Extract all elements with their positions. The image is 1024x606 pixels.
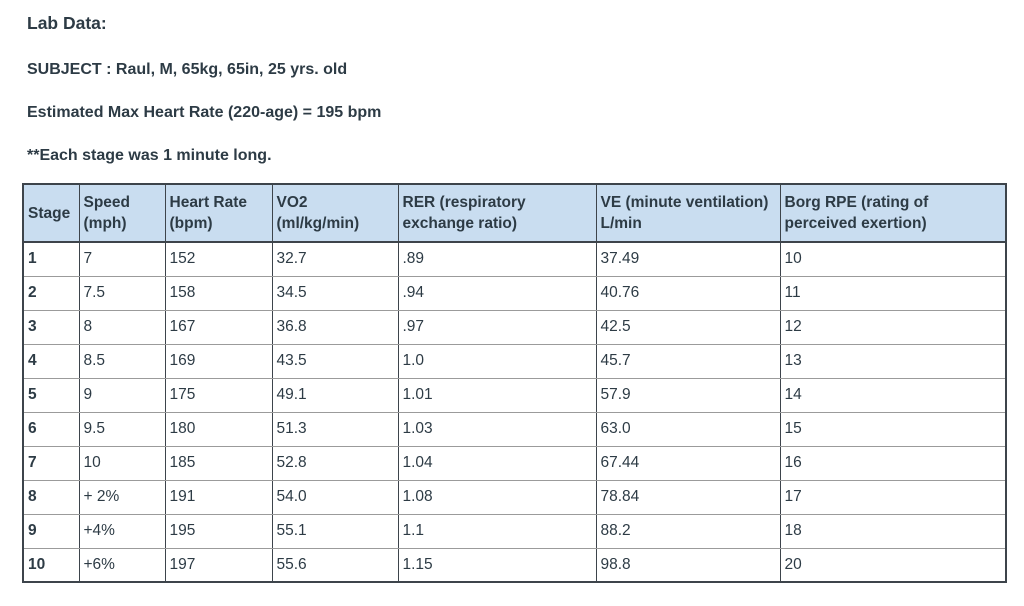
- table-row: 1 7 152 32.7 .89 37.49 10: [23, 242, 1006, 277]
- stage-cell: 4: [23, 344, 80, 379]
- ve-cell: 78.84: [596, 480, 781, 515]
- vo2-cell: 36.8: [272, 310, 399, 345]
- heart-rate-cell: 195: [165, 514, 273, 549]
- table-row: 5 9 175 49.1 1.01 57.9 14: [23, 378, 1006, 413]
- vo2-cell: 55.6: [272, 548, 399, 582]
- stage-cell: 7: [23, 446, 80, 481]
- table-row: 4 8.5 169 43.5 1.0 45.7 13: [23, 344, 1006, 379]
- ve-cell: 45.7: [596, 344, 781, 379]
- heart-rate-cell: 197: [165, 548, 273, 582]
- ve-cell: 67.44: [596, 446, 781, 481]
- rpe-cell: 20: [784, 555, 802, 573]
- heart-rate-cell: 175: [165, 378, 273, 413]
- speed-cell: +6%: [79, 548, 166, 582]
- column-header-rer: RER (respiratory exchange ratio): [398, 184, 597, 243]
- heart-rate-cell: 185: [165, 446, 273, 481]
- rpe-cell: 18: [780, 514, 1006, 549]
- rpe-cell: 15: [780, 412, 1006, 447]
- subject-line: SUBJECT : Raul, M, 65kg, 65in, 25 yrs. o…: [27, 61, 348, 78]
- stage-duration-note: **Each stage was 1 minute long.: [27, 147, 272, 164]
- table-row: 8 + 2% 191 54.0 1.08 78.84 17: [23, 480, 1006, 515]
- rpe-cell: 16: [780, 446, 1006, 481]
- rer-cell: 1.0: [398, 344, 597, 379]
- speed-cell: +4%: [79, 514, 166, 549]
- heart-rate-cell: 180: [165, 412, 273, 447]
- rer-cell: .97: [398, 310, 597, 345]
- column-header-speed: Speed (mph): [79, 184, 166, 243]
- vo2-cell: 55.1: [272, 514, 399, 549]
- ve-cell: 63.0: [596, 412, 781, 447]
- rer-cell: 1.15: [398, 548, 597, 582]
- table-header-row: Stage Speed (mph) Heart Rate (bpm) VO2 (…: [23, 184, 1006, 243]
- rpe-cell: 11: [780, 276, 1006, 311]
- table-row: 9 +4% 195 55.1 1.1 88.2 18: [23, 514, 1006, 549]
- column-header-stage: Stage: [23, 184, 80, 243]
- heart-rate-cell: 158: [165, 276, 273, 311]
- stage-cell: 8: [23, 480, 80, 515]
- vo2-cell: 54.0: [272, 480, 399, 515]
- ve-cell: 57.9: [596, 378, 781, 413]
- ve-cell: 40.76: [596, 276, 781, 311]
- rpe-cell: 10: [780, 242, 1006, 277]
- rpe-cell: 17: [780, 480, 1006, 515]
- max-heart-rate-line: Estimated Max Heart Rate (220-age) = 195…: [27, 104, 382, 121]
- stage-cell: 5: [23, 378, 80, 413]
- lab-data-table: Stage Speed (mph) Heart Rate (bpm) VO2 (…: [22, 183, 1007, 583]
- stage-cell: 3: [23, 310, 80, 345]
- speed-cell: + 2%: [79, 480, 166, 515]
- vo2-cell: 49.1: [272, 378, 399, 413]
- speed-cell: 7.5: [79, 276, 166, 311]
- rpe-cell: 13: [780, 344, 1006, 379]
- vo2-cell: 43.5: [272, 344, 399, 379]
- stage-cell: 9: [23, 514, 80, 549]
- heart-rate-cell: 167: [165, 310, 273, 345]
- stage-cell: 2: [23, 276, 80, 311]
- speed-cell: 9: [79, 378, 166, 413]
- table-row: 7 10 185 52.8 1.04 67.44 16: [23, 446, 1006, 481]
- table-row: 10 +6% 197 55.6 1.15 98.8 20: [23, 548, 1006, 582]
- column-header-borg-rpe: Borg RPE (rating of perceived exertion): [780, 184, 1006, 243]
- speed-cell: 8.5: [79, 344, 166, 379]
- ve-cell: 37.49: [596, 242, 781, 277]
- heart-rate-cell: 191: [165, 480, 273, 515]
- rer-cell: .94: [398, 276, 597, 311]
- speed-cell: 9.5: [79, 412, 166, 447]
- ve-cell: 88.2: [596, 514, 781, 549]
- ve-cell: 42.5: [596, 310, 781, 345]
- stage-cell: 10: [23, 548, 80, 582]
- rer-cell: 1.1: [398, 514, 597, 549]
- rer-cell: 1.08: [398, 480, 597, 515]
- rpe-cell: 14: [780, 378, 1006, 413]
- rer-cell: .89: [398, 242, 597, 277]
- speed-cell: 7: [79, 242, 166, 277]
- vo2-cell: 34.5: [272, 276, 399, 311]
- speed-cell: 10: [79, 446, 166, 481]
- column-header-vo2: VO2 (ml/kg/min): [272, 184, 399, 243]
- rpe-cell: 12: [780, 310, 1006, 345]
- rer-cell: 1.04: [398, 446, 597, 481]
- stage-cell: 1: [23, 242, 80, 277]
- stage-cell: 6: [23, 412, 80, 447]
- rer-cell: 1.01: [398, 378, 597, 413]
- table-row: 2 7.5 158 34.5 .94 40.76 11: [23, 276, 1006, 311]
- table-row: 3 8 167 36.8 .97 42.5 12: [23, 310, 1006, 345]
- column-header-heart-rate: Heart Rate (bpm): [165, 184, 273, 243]
- rer-cell: 1.03: [398, 412, 597, 447]
- column-header-ve: VE (minute ventilation) L/min: [596, 184, 781, 243]
- vo2-cell: 52.8: [272, 446, 399, 481]
- ve-cell: 98.8: [596, 548, 781, 582]
- heart-rate-cell: 169: [165, 344, 273, 379]
- heart-rate-cell: 152: [165, 242, 273, 277]
- page-title: Lab Data:: [27, 13, 107, 33]
- vo2-cell: 32.7: [272, 242, 399, 277]
- speed-cell: 8: [79, 310, 166, 345]
- table-row: 6 9.5 180 51.3 1.03 63.0 15: [23, 412, 1006, 447]
- intro-text-block: Lab Data: SUBJECT : Raul, M, 65kg, 65in,…: [0, 0, 1024, 166]
- vo2-cell: 51.3: [272, 412, 399, 447]
